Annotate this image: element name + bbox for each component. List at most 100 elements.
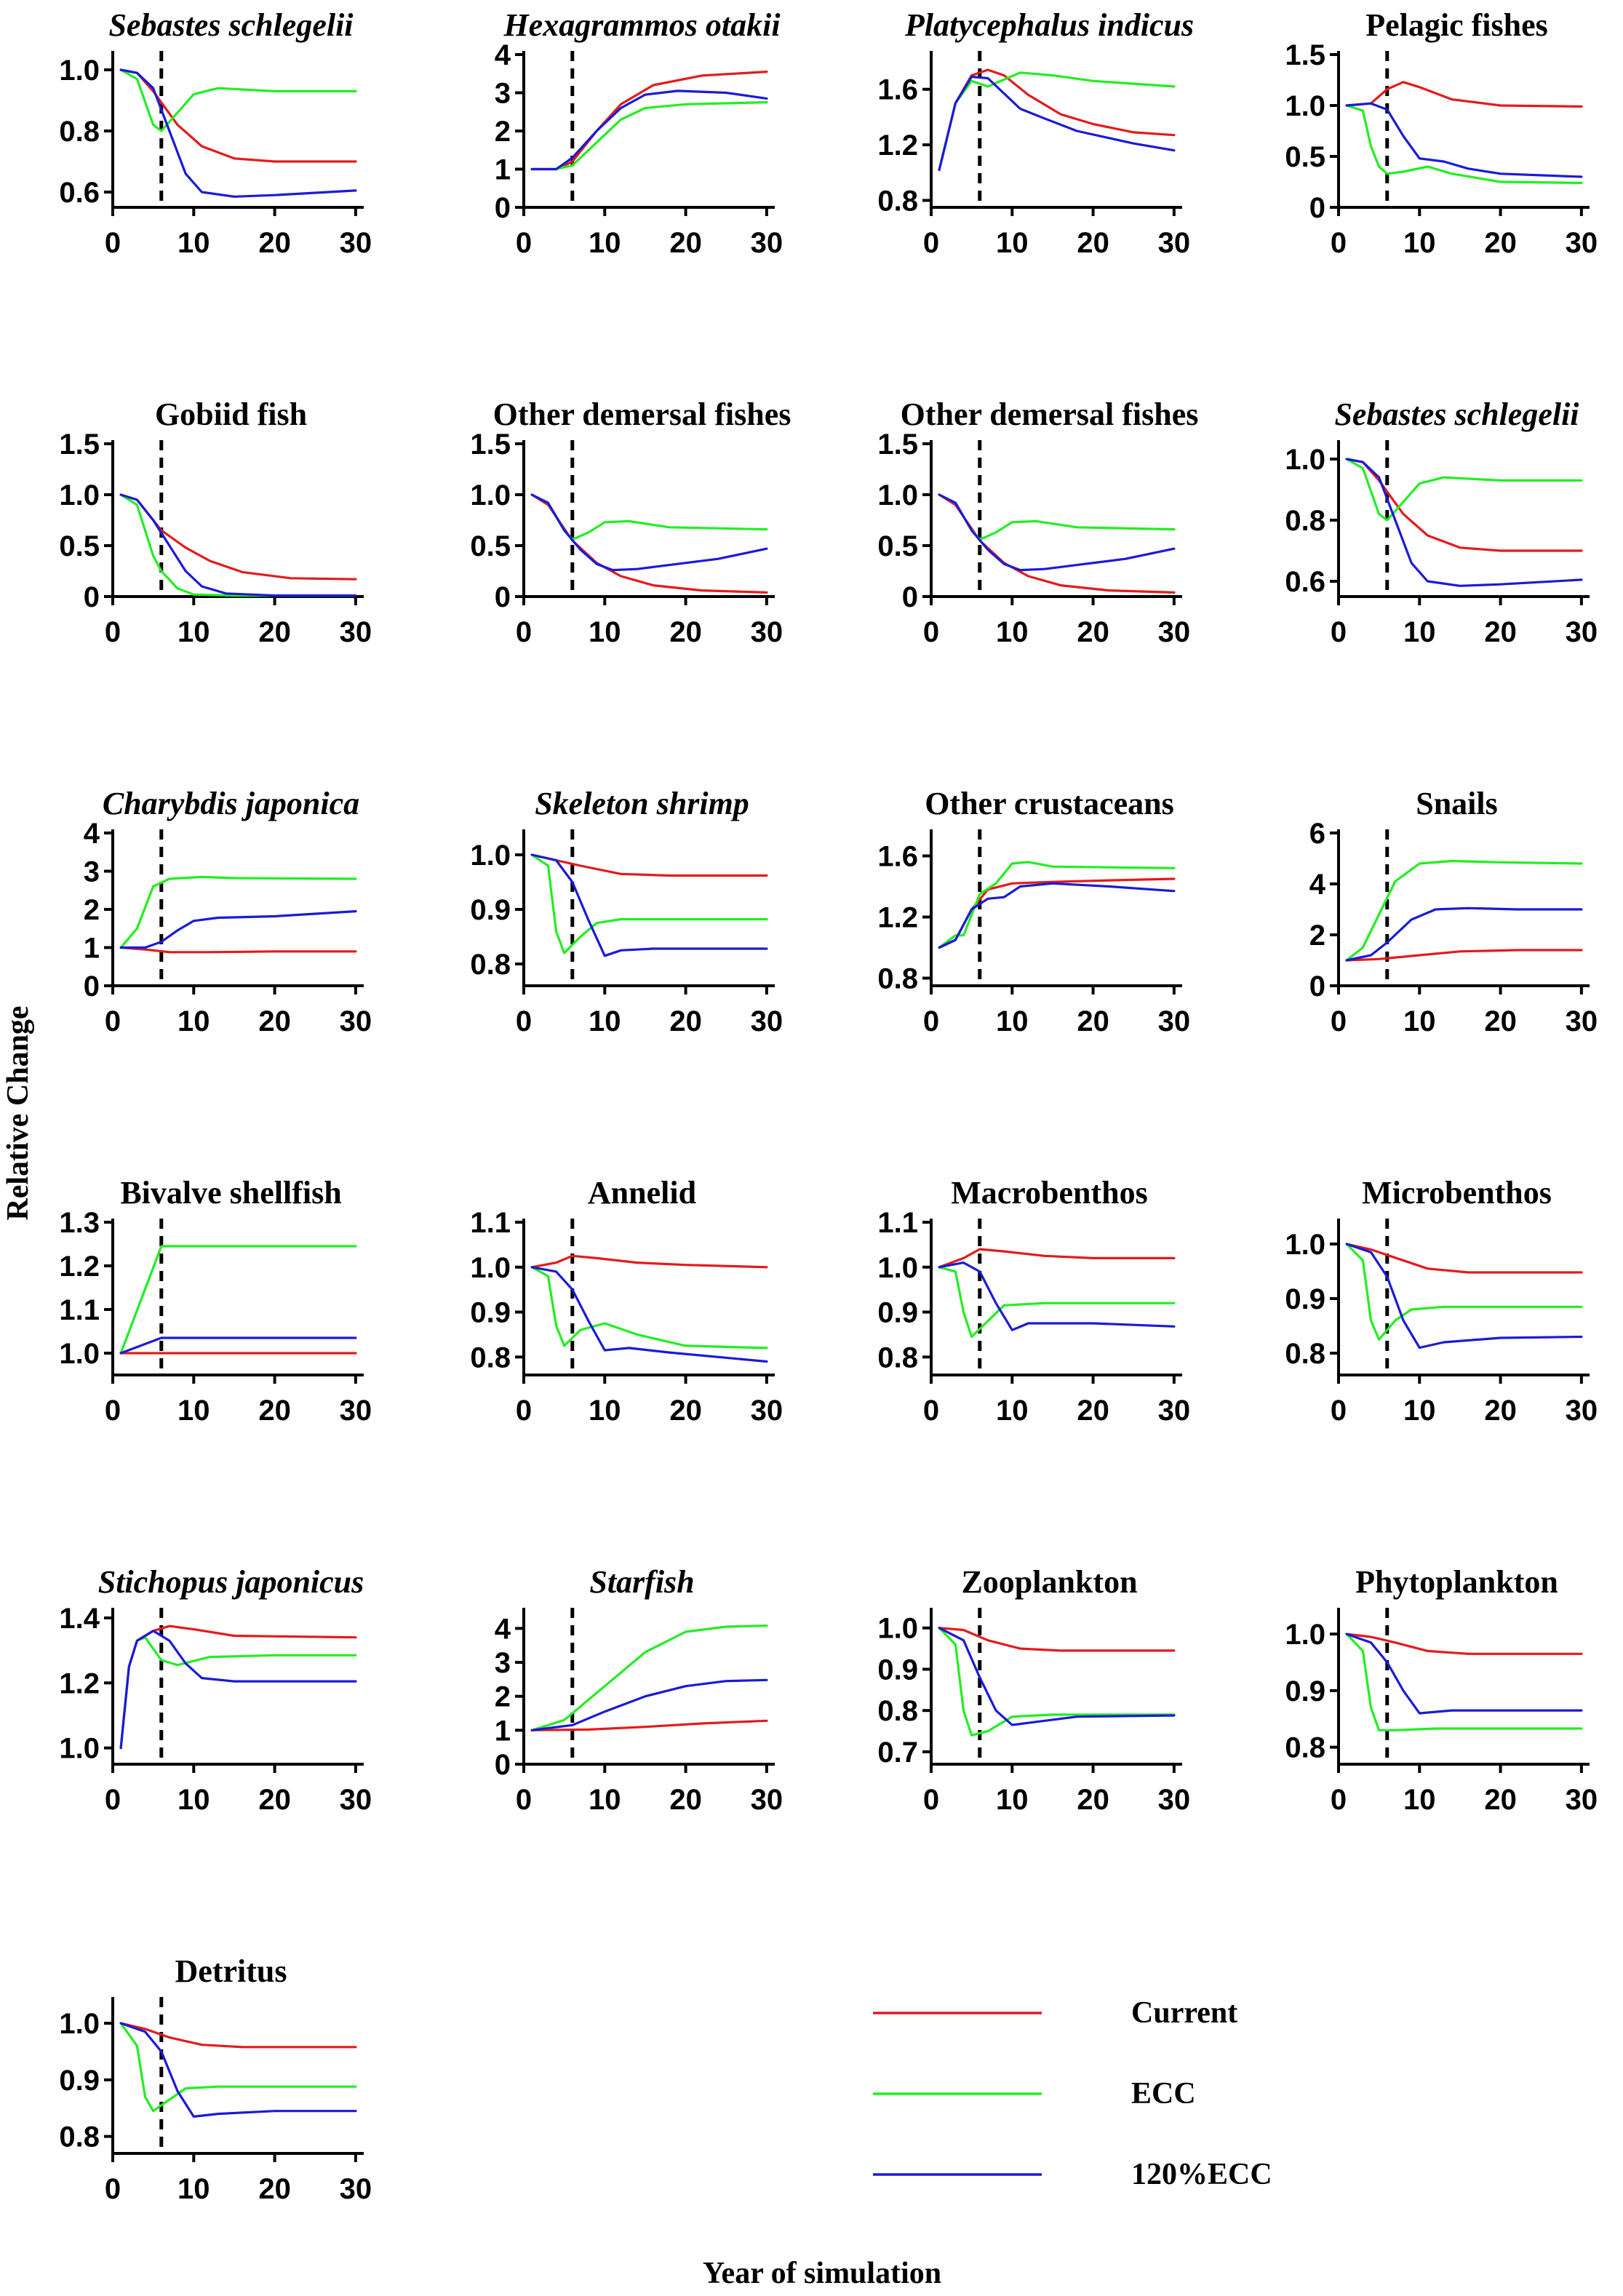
x-tick-label: 10 xyxy=(1403,1005,1436,1037)
x-tick-label: 0 xyxy=(105,2173,121,2205)
y-tick-label: 0 xyxy=(495,1749,511,1781)
y-tick-label: 3 xyxy=(495,78,511,110)
series-line-ecc xyxy=(119,68,357,132)
x-tick-label: 10 xyxy=(178,2173,210,2205)
legend: Current ECC 120%ECC xyxy=(873,1996,1272,2191)
x-tick-label: 10 xyxy=(589,1784,621,1816)
x-tick-label: 20 xyxy=(1077,1005,1109,1037)
x-tick-label: 10 xyxy=(589,616,621,648)
x-tick-label: 20 xyxy=(669,616,702,648)
panel-9-charybdis-japonica: Charybdis japonica 0 1 2 3 4 0 10 20 30 xyxy=(84,786,372,1037)
series-line-ecc xyxy=(938,861,1176,949)
x-tick-label: 20 xyxy=(1484,227,1517,259)
series-line-120-ecc xyxy=(530,1266,768,1363)
panel-title: Macrobenthos xyxy=(951,1175,1148,1211)
x-tick-label: 20 xyxy=(1077,616,1109,648)
x-tick-label: 10 xyxy=(996,1395,1029,1427)
series-line-ecc xyxy=(1345,859,1583,962)
y-tick-label: 1.2 xyxy=(877,902,918,934)
x-tick-label: 30 xyxy=(1158,227,1191,259)
y-tick-label: 1.0 xyxy=(877,1613,918,1645)
panel-title: Annelid xyxy=(588,1175,696,1211)
x-tick-label: 0 xyxy=(516,1395,532,1427)
y-tick-label: 0.9 xyxy=(1285,1675,1325,1707)
x-tick-label: 20 xyxy=(1077,227,1109,259)
panel-title: Other demersal fishes xyxy=(493,396,791,432)
series-line-ecc xyxy=(530,101,768,171)
series-line-ecc xyxy=(1345,1243,1583,1341)
y-tick-label: 1.6 xyxy=(877,841,918,873)
series-line-120-ecc xyxy=(938,882,1176,949)
panel-title: Sebastes schlegelii xyxy=(108,7,354,43)
y-tick-label: 1.5 xyxy=(470,428,511,461)
y-tick-label: 1.0 xyxy=(1285,1619,1325,1651)
x-tick-label: 30 xyxy=(1158,1005,1191,1037)
y-tick-label: 1.3 xyxy=(59,1207,100,1239)
x-tick-label: 20 xyxy=(669,227,702,259)
y-tick-label: 3 xyxy=(495,1647,511,1679)
x-tick-label: 30 xyxy=(1158,1395,1191,1427)
y-tick-label: 0.6 xyxy=(1285,566,1325,598)
x-tick-label: 0 xyxy=(923,227,939,259)
x-tick-label: 30 xyxy=(1566,1395,1598,1427)
x-tick-label: 30 xyxy=(1566,1005,1598,1037)
x-tick-label: 30 xyxy=(751,1005,783,1037)
x-tick-label: 0 xyxy=(516,1005,532,1037)
series-line-ecc xyxy=(530,1625,768,1731)
x-tick-label: 0 xyxy=(1331,1784,1347,1816)
x-tick-label: 20 xyxy=(1484,1395,1517,1427)
x-tick-label: 20 xyxy=(1077,1784,1109,1816)
y-tick-label: 1 xyxy=(495,154,511,186)
x-tick-label: 20 xyxy=(258,1005,291,1037)
y-tick-label: 0 xyxy=(1309,970,1325,1002)
panel-5-gobiid-fish: Gobiid fish 0 0.5 1.0 1.5 0 10 20 30 xyxy=(59,396,372,648)
x-tick-label: 10 xyxy=(589,227,621,259)
y-tick-label: 4 xyxy=(84,818,100,850)
x-tick-label: 20 xyxy=(258,2173,291,2205)
series-line-120-ecc xyxy=(530,493,768,572)
series-line-current xyxy=(1345,1243,1583,1274)
x-tick-label: 10 xyxy=(996,1005,1029,1037)
series-line-current xyxy=(119,68,357,163)
series-line-ecc xyxy=(530,1266,768,1350)
x-tick-label: 30 xyxy=(340,1784,372,1816)
panel-title: Gobiid fish xyxy=(155,396,307,432)
x-tick-label: 0 xyxy=(516,227,532,259)
y-tick-label: 0.5 xyxy=(877,530,918,562)
panel-11-other-crustaceans: Other crustaceans 0.8 1.2 1.6 0 10 20 30 xyxy=(877,786,1190,1037)
series-line-120-ecc xyxy=(938,1627,1176,1726)
panel-title: Pelagic fishes xyxy=(1365,7,1548,43)
x-tick-label: 0 xyxy=(105,1005,121,1037)
y-tick-label: 1.0 xyxy=(59,2008,100,2040)
x-tick-label: 30 xyxy=(340,227,372,259)
y-tick-label: 0 xyxy=(1309,192,1325,224)
legend-label-current: Current xyxy=(1131,1996,1237,2030)
x-tick-label: 10 xyxy=(996,616,1029,648)
x-axis-title: Year of simulation xyxy=(703,2257,941,2290)
x-tick-label: 0 xyxy=(1331,616,1347,648)
x-tick-label: 10 xyxy=(996,1784,1029,1816)
series-line-120-ecc xyxy=(1345,458,1583,587)
x-tick-label: 10 xyxy=(1403,616,1436,648)
x-tick-label: 0 xyxy=(1331,1395,1347,1427)
y-tick-label: 1.5 xyxy=(1285,39,1325,71)
series-line-ecc xyxy=(938,71,1176,172)
x-tick-label: 20 xyxy=(1077,1395,1109,1427)
series-line-current xyxy=(1345,81,1583,108)
x-tick-label: 10 xyxy=(1403,227,1436,259)
series-line-120-ecc xyxy=(1345,102,1583,178)
y-axis-title: Relative Change xyxy=(1,1005,35,1220)
panel-1-sebastes-schlegelii: Sebastes schlegelii 0.6 0.8 1.0 0 10 20 30 xyxy=(59,7,372,259)
y-tick-label: 0.8 xyxy=(877,963,918,995)
y-tick-label: 0.8 xyxy=(877,1342,918,1374)
x-tick-label: 10 xyxy=(178,227,210,259)
panel-4-pelagic-fishes: Pelagic fishes 0 0.5 1.0 1.5 0 10 20 30 xyxy=(1285,7,1598,259)
series-line-ecc xyxy=(1345,458,1583,522)
y-tick-label: 1.0 xyxy=(470,840,511,872)
series-line-120-ecc xyxy=(530,853,768,957)
panel-title: Other demersal fishes xyxy=(901,396,1199,432)
y-tick-label: 0 xyxy=(902,581,918,613)
y-tick-label: 1.6 xyxy=(877,74,918,106)
